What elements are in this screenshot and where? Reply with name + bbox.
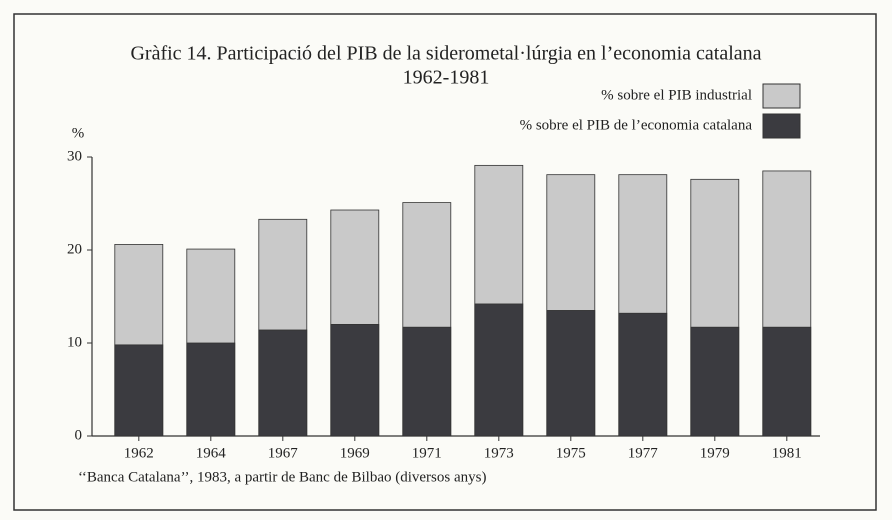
- x-tick-label: 1971: [412, 445, 442, 461]
- bar: [402, 326, 452, 437]
- y-tick-label: 0: [75, 427, 83, 443]
- legend-swatch: [762, 113, 801, 139]
- x-tick-label: 1967: [268, 445, 299, 461]
- chart-title: Gràfic 14. Participació del PIB de la si…: [130, 43, 761, 65]
- bar: [546, 310, 596, 437]
- legend-label: % sobre el PIB de l’economia catalana: [520, 117, 753, 133]
- y-tick-label: 20: [67, 241, 82, 257]
- x-tick-label: 1977: [628, 445, 659, 461]
- y-tick-label: 30: [67, 148, 82, 164]
- x-tick-label: 1975: [556, 445, 586, 461]
- legend-swatch: [762, 83, 801, 109]
- bar: [186, 342, 236, 437]
- frame: [13, 13, 877, 511]
- x-tick-label: 1962: [124, 445, 154, 461]
- bar: [762, 326, 812, 437]
- source-note: ‘‘Banca Catalana’’, 1983, a partir de Ba…: [78, 469, 486, 485]
- bar: [330, 323, 380, 437]
- bar: [618, 312, 668, 437]
- bar: [258, 329, 308, 437]
- x-tick-label: 1969: [340, 445, 370, 461]
- y-axis-label: %: [72, 125, 85, 141]
- x-tick-label: 1981: [772, 445, 802, 461]
- legend-label: % sobre el PIB industrial: [601, 87, 752, 103]
- bar: [474, 303, 524, 437]
- chart-subtitle: 1962-1981: [403, 67, 490, 89]
- x-tick-label: 1979: [700, 445, 730, 461]
- x-tick-label: 1964: [196, 445, 227, 461]
- x-tick-label: 1973: [484, 445, 514, 461]
- y-tick-label: 10: [67, 334, 82, 350]
- bar: [114, 344, 164, 437]
- bar: [690, 326, 740, 437]
